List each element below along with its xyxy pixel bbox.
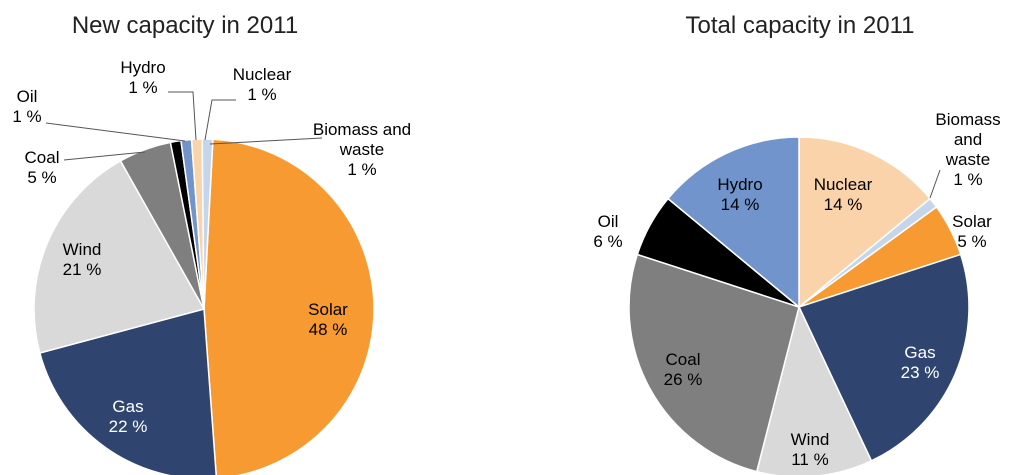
leader-lines — [45, 91, 941, 199]
slice-label: Biomass and waste 1 % — [312, 120, 412, 180]
slice-value: 14 % — [823, 195, 863, 214]
slice-category: Gas — [112, 397, 144, 416]
slice-value: 1 % — [247, 85, 277, 104]
slice-value: 1 % — [953, 170, 983, 189]
slice-label: Hydro 1 % — [120, 58, 165, 98]
slice-category: Wind — [790, 430, 830, 449]
leader-line — [929, 169, 941, 199]
slice-category: Gas — [904, 343, 936, 362]
slice-label: Oil 6 % — [593, 212, 622, 252]
slice-label: Biomass and waste 1 % — [935, 110, 1000, 190]
slice-category: Oil — [16, 87, 38, 106]
slice-label: Nuclear 14 % — [814, 175, 873, 215]
slice-value: 23 % — [900, 363, 940, 382]
slice-value: 22 % — [108, 417, 148, 436]
slice-label: Solar 5 % — [952, 212, 992, 252]
slice-category: Oil — [597, 212, 619, 231]
pie-slice — [798, 136, 932, 309]
slice-category: Solar — [308, 300, 348, 319]
leader-line — [209, 137, 323, 145]
slice-value: 48 % — [308, 320, 348, 339]
slice-value: 1 % — [347, 160, 377, 179]
pie-slice — [628, 253, 800, 473]
slice-category: Biomass and waste — [935, 110, 1001, 169]
slice-label: Oil 1 % — [12, 87, 41, 127]
slice-category: Nuclear — [813, 175, 873, 194]
slice-category: Hydro — [717, 175, 763, 194]
slice-value: 1 % — [128, 78, 158, 97]
chart-title: Total capacity in 2011 — [685, 12, 915, 39]
slice-value: 14 % — [720, 195, 760, 214]
pie-slice — [797, 253, 970, 462]
slice-category: Nuclear — [232, 65, 292, 84]
slice-category: Coal — [24, 148, 60, 167]
slice-value: 6 % — [593, 232, 623, 251]
slice-value: 26 % — [663, 370, 703, 389]
slice-label: Solar 48 % — [308, 300, 348, 340]
slice-label: Wind 11 % — [791, 430, 830, 470]
slice-category: Biomass and waste — [312, 120, 412, 159]
slice-label: Wind 21 % — [63, 240, 102, 280]
leader-line — [168, 91, 197, 141]
slice-category: Coal — [665, 350, 701, 369]
slice-value: 11 % — [791, 450, 829, 469]
slice-category: Solar — [952, 212, 992, 231]
pie-slice — [33, 159, 206, 354]
slice-category: Wind — [62, 240, 102, 259]
pie-slice — [203, 138, 375, 475]
slice-label: Coal 5 % — [25, 148, 60, 188]
slice-label: Gas 22 % — [109, 397, 148, 437]
leader-line — [63, 151, 146, 161]
slice-value: 5 % — [957, 232, 987, 251]
leader-line — [45, 122, 186, 142]
slice-label: Gas 23 % — [901, 343, 940, 383]
slice-label: Hydro 14 % — [717, 175, 762, 215]
chart-title: New capacity in 2011 — [71, 12, 299, 39]
slice-category: Hydro — [120, 58, 166, 77]
slice-value: 21 % — [62, 260, 102, 279]
pie-slice — [38, 308, 217, 475]
slice-value: 5 % — [27, 168, 57, 187]
pie-slice — [201, 138, 214, 310]
pie-slice — [666, 136, 800, 309]
slice-label: Coal 26 % — [664, 350, 703, 390]
pie-slice — [755, 304, 873, 475]
slice-value: 1 % — [12, 107, 42, 126]
slice-label: Nuclear 1 % — [233, 65, 292, 105]
leader-line — [204, 99, 236, 141]
